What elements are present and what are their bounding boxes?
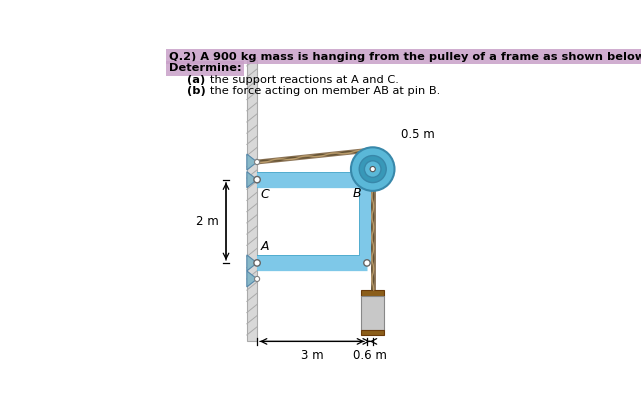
Text: 3 m: 3 m: [301, 349, 323, 362]
Text: B: B: [353, 187, 361, 200]
Text: the force acting on member AB at pin B.: the force acting on member AB at pin B.: [210, 86, 440, 96]
Text: (a): (a): [187, 75, 205, 85]
Circle shape: [351, 147, 394, 191]
Polygon shape: [247, 172, 257, 188]
Circle shape: [254, 159, 260, 165]
Text: 2 m: 2 m: [196, 215, 219, 228]
Text: the support reactions at A and C.: the support reactions at A and C.: [210, 75, 399, 85]
Polygon shape: [247, 271, 257, 287]
Text: A: A: [261, 240, 269, 253]
Circle shape: [359, 156, 387, 183]
Bar: [361, 329, 384, 335]
Text: (b): (b): [187, 86, 206, 96]
Text: 0.5 m: 0.5 m: [401, 128, 435, 141]
Circle shape: [254, 177, 260, 182]
Bar: [361, 290, 384, 296]
Polygon shape: [247, 255, 257, 271]
Bar: [361, 296, 384, 329]
Text: 0.6 m: 0.6 m: [353, 349, 387, 362]
Circle shape: [363, 176, 370, 183]
Circle shape: [254, 176, 260, 183]
Circle shape: [254, 276, 260, 282]
Circle shape: [363, 260, 370, 266]
Polygon shape: [247, 154, 257, 170]
Circle shape: [365, 161, 381, 177]
Text: Q.2) A 900 kg mass is hanging from the pulley of a frame as shown below.: Q.2) A 900 kg mass is hanging from the p…: [169, 52, 641, 62]
Text: C: C: [261, 188, 270, 201]
Circle shape: [254, 260, 260, 265]
Circle shape: [254, 260, 260, 266]
Text: Determine:: Determine:: [169, 63, 242, 73]
Circle shape: [370, 166, 376, 172]
Bar: [247, 59, 257, 342]
